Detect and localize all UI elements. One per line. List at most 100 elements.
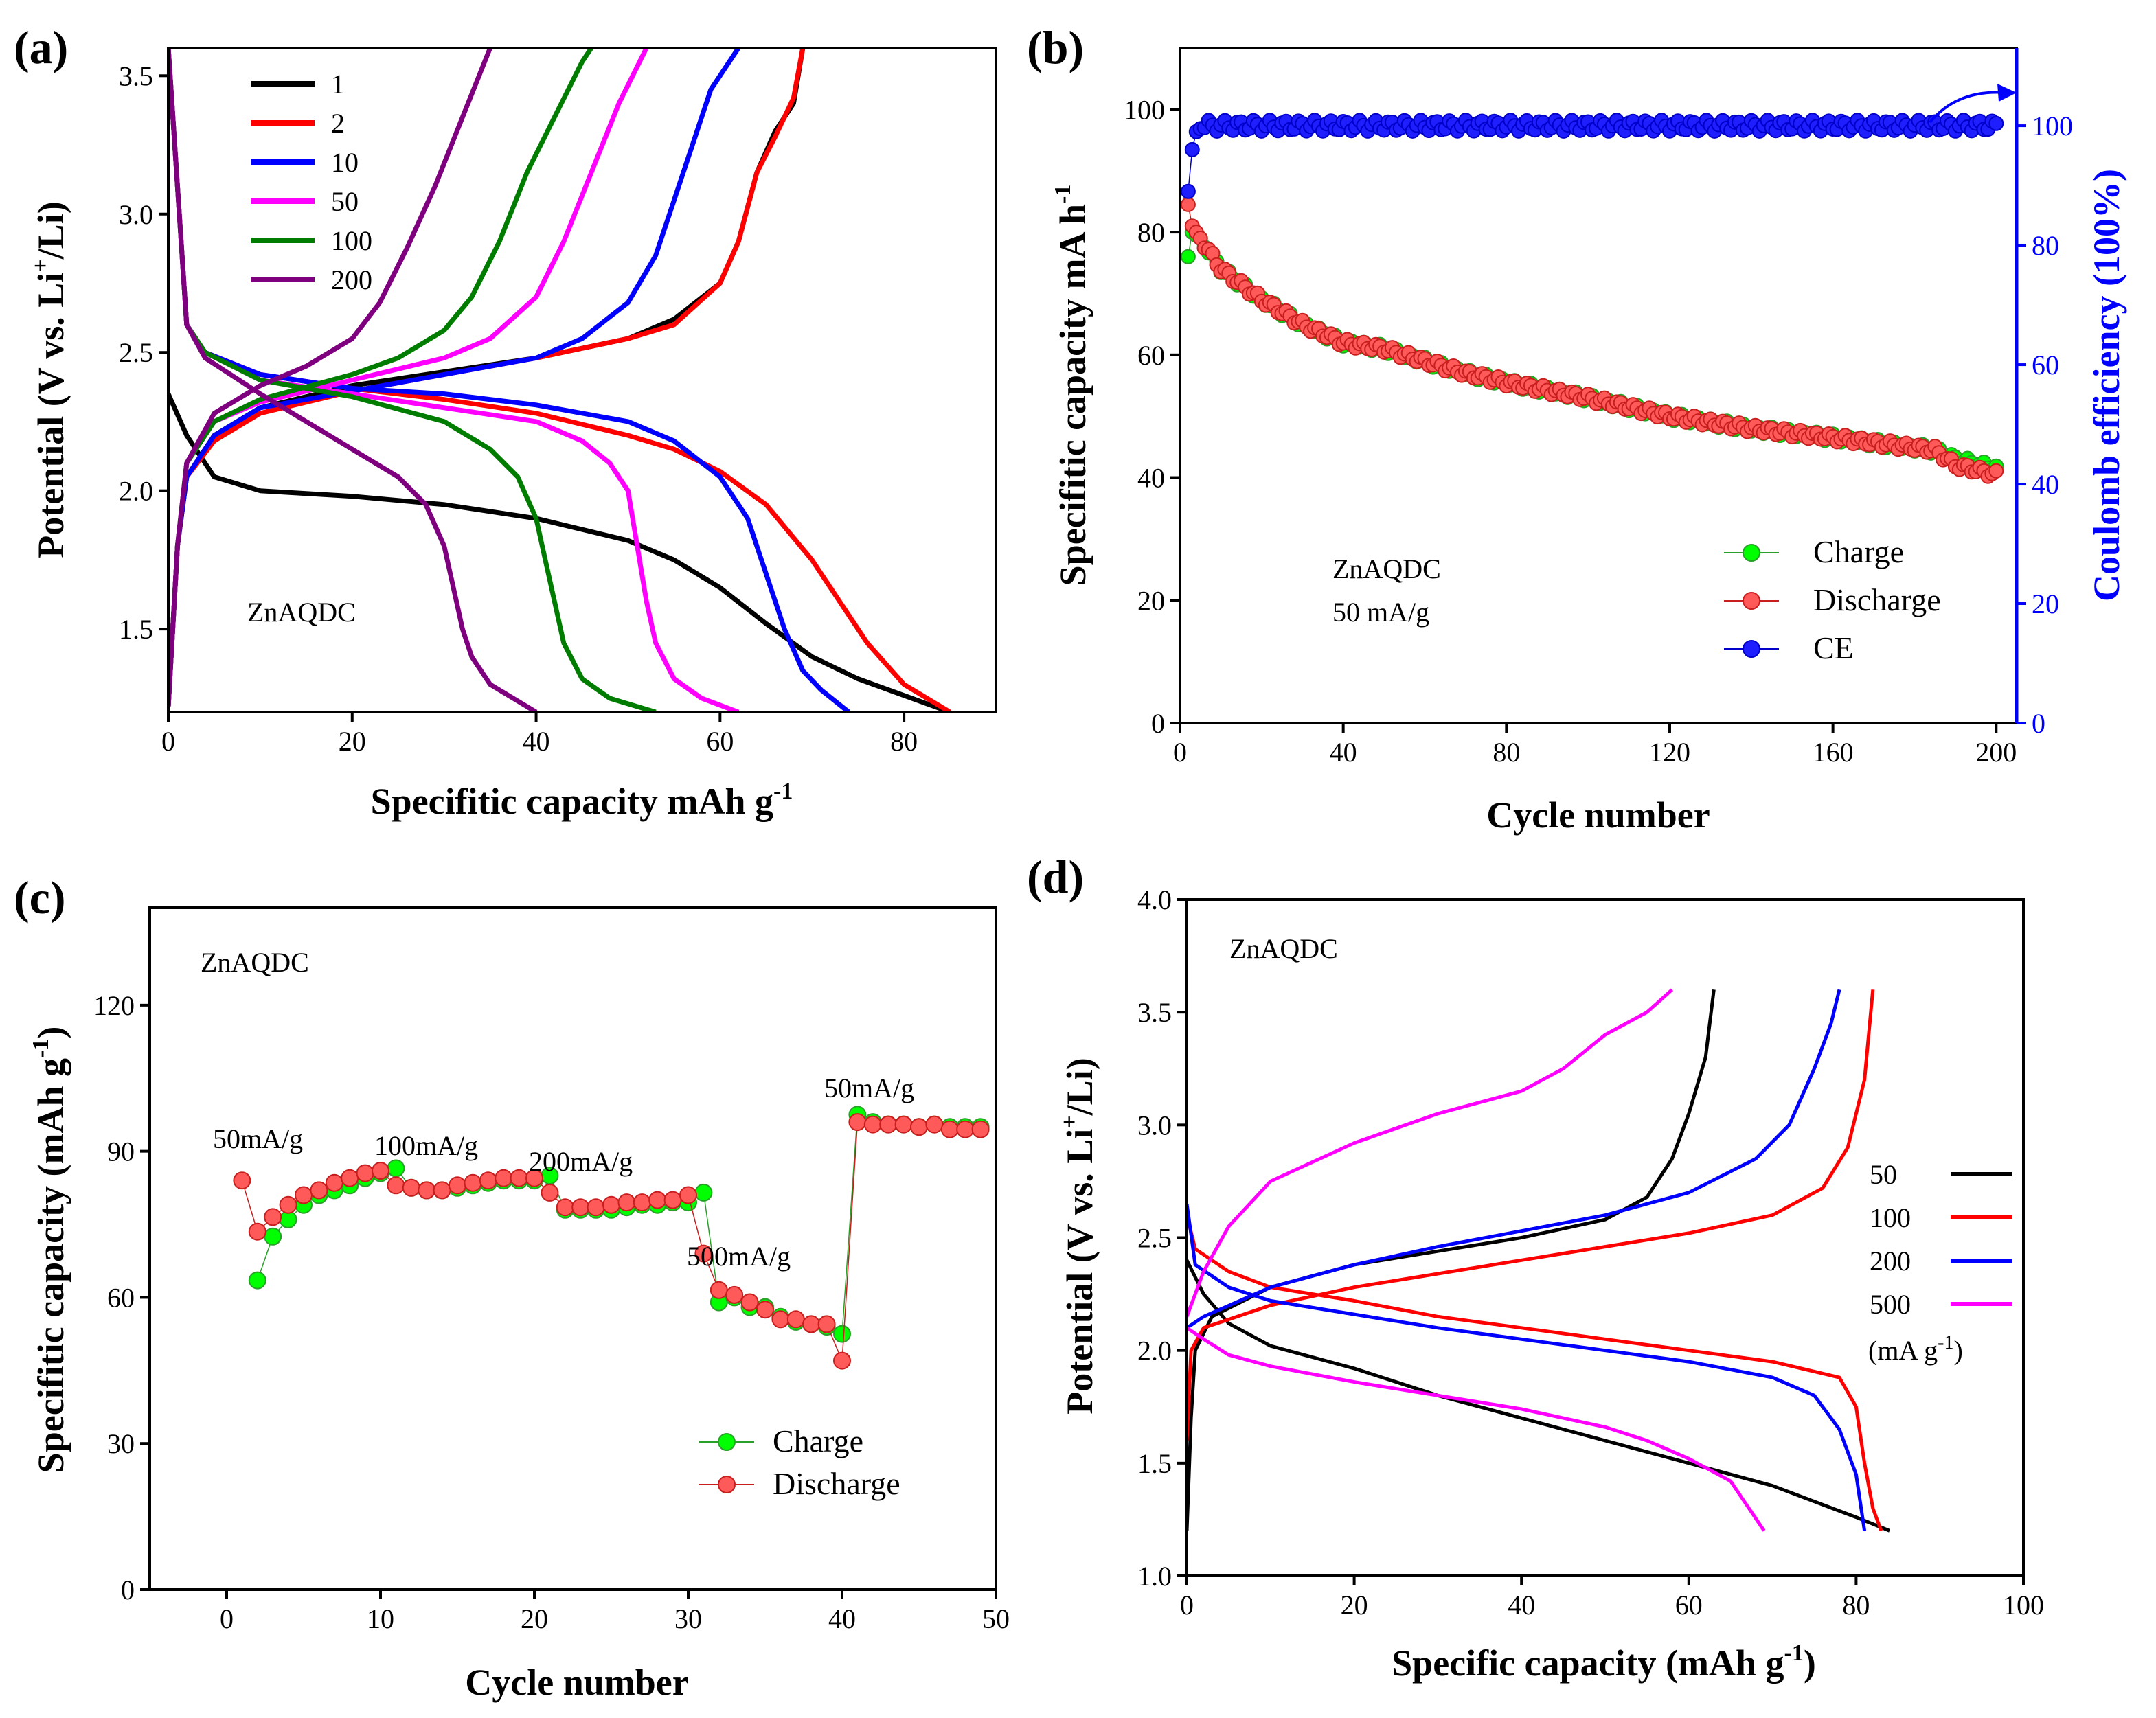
legend-marker-Charge — [718, 1433, 736, 1451]
marker-Charge — [694, 1183, 713, 1202]
panel-d-x-axis-label: Specific capacity (mAh g-1) — [1392, 1640, 1816, 1684]
marker-Discharge — [617, 1193, 636, 1212]
legend-label-200: 200 — [331, 264, 372, 295]
y-tick-label: 3.5 — [1137, 997, 1172, 1028]
panel-a: (a) 0 20 40 60 80 1.5 2.0 2.5 3.0 3.5 ZnAQDC 1 2 10… — [14, 21, 997, 822]
panel-b-legend: Charge Discharge CE — [1724, 534, 1941, 665]
panel-d-frame — [1185, 898, 2025, 1577]
y-tick-label: 3.0 — [1137, 1110, 1172, 1141]
y-tick-label: 30 — [107, 1428, 135, 1459]
legend-label-Discharge: Discharge — [1813, 582, 1941, 617]
x-tick-label: 20 — [339, 726, 366, 757]
curve-50-charge — [1187, 989, 1716, 1531]
marker-Discharge — [879, 1115, 898, 1134]
legend-label-200: 200 — [1870, 1246, 1911, 1276]
legend-label-50: 50 — [331, 186, 359, 217]
panel-a-frame — [167, 47, 997, 713]
marker-Discharge — [433, 1181, 451, 1200]
marker-Discharge — [233, 1171, 251, 1190]
panel-b-y2-axis-label: Coulomb efficiency (100%) — [2086, 169, 2127, 602]
x-tick-label: 200 — [1975, 737, 2017, 768]
panel-c-annotation: ZnAQDC — [201, 947, 309, 978]
y-tick-label: 0 — [121, 1574, 135, 1605]
x-tick-label: 50 — [982, 1603, 1010, 1634]
marker-Discharge — [341, 1169, 359, 1187]
marker-Discharge — [679, 1186, 697, 1204]
y-tick-label: 1.5 — [1137, 1448, 1172, 1479]
marker-Discharge — [510, 1169, 528, 1187]
marker-Discharge — [1988, 463, 2004, 479]
y-tick-label: 60 — [1137, 340, 1165, 371]
marker-Discharge — [479, 1171, 497, 1190]
marker-Discharge — [971, 1120, 990, 1138]
panel-c-legend: Charge Discharge — [699, 1423, 900, 1501]
rate-label: 200mA/g — [529, 1146, 633, 1177]
y-tick-label: 1.5 — [119, 614, 153, 645]
x-tick-label: 30 — [674, 1603, 702, 1634]
y-tick-label: 2.5 — [119, 337, 153, 368]
legend-label-Discharge: Discharge — [773, 1466, 900, 1501]
marker-Discharge — [556, 1198, 574, 1217]
y2-tick-label: 20 — [2032, 588, 2059, 619]
marker-Discharge — [940, 1120, 959, 1138]
marker-CE — [1184, 141, 1200, 157]
curve-100-discharge — [1187, 1215, 1883, 1532]
legend-marker-Discharge — [718, 1476, 736, 1493]
x-tick-label: 0 — [161, 726, 175, 757]
curve-500-discharge — [1187, 1326, 1766, 1532]
panel-d: (d) 0 20 40 60 80 100 1.0 1.5 2.0 2.5 3.0 3.5 4.0 Zn… — [1027, 851, 2044, 1684]
marker-Charge — [248, 1271, 266, 1290]
marker-Discharge — [372, 1162, 389, 1180]
x-tick-label: 80 — [890, 726, 918, 757]
rate-label: 50mA/g — [824, 1073, 914, 1103]
marker-Discharge — [802, 1315, 821, 1333]
panel-b-ce-arrowhead — [1997, 84, 2017, 102]
marker-Charge — [387, 1159, 405, 1178]
y-tick-label: 1.0 — [1137, 1561, 1172, 1592]
legend-label-2: 2 — [331, 108, 345, 139]
legend-marker-CE — [1743, 640, 1760, 658]
y-tick-label: 80 — [1137, 217, 1165, 248]
y-tick-label: 4.0 — [1137, 884, 1172, 915]
curve-10-discharge — [168, 48, 850, 712]
panel-a-y-axis-label: Potential (V vs. Li+/Li) — [28, 201, 71, 558]
marker-Discharge — [264, 1208, 282, 1226]
marker-Discharge — [710, 1281, 728, 1299]
marker-Discharge — [648, 1191, 667, 1209]
legend-marker-Charge — [1743, 544, 1760, 562]
legend-label-CE: CE — [1813, 630, 1854, 665]
panel-c-x-axis-label: Cycle number — [465, 1662, 688, 1703]
rate-label: 50mA/g — [213, 1123, 303, 1154]
legend-label-1: 1 — [331, 69, 345, 100]
x-tick-label: 20 — [1341, 1590, 1368, 1620]
x-tick-label: 60 — [706, 726, 734, 757]
marker-Discharge — [786, 1310, 805, 1329]
panel-c-y-axis-label: Specifitic capacity (mAh g-1) — [28, 1027, 71, 1474]
curve-10-charge — [168, 48, 741, 707]
y-tick-label: 120 — [93, 990, 135, 1021]
panel-b-y-axis-label: Specifitic capacity mA h-1 — [1050, 185, 1093, 586]
marker-Discharge — [387, 1176, 405, 1195]
y2-tick-label: 80 — [2032, 230, 2059, 261]
marker-Discharge — [740, 1293, 759, 1312]
marker-CE — [1988, 115, 2004, 131]
x-tick-label: 40 — [828, 1603, 856, 1634]
marker-Discharge — [418, 1181, 436, 1200]
marker-Discharge — [1180, 196, 1196, 212]
x-tick-label: 60 — [1675, 1590, 1703, 1620]
curve-200-discharge — [168, 48, 538, 712]
x-tick-label: 0 — [220, 1603, 234, 1634]
y-tick-label: 3.5 — [119, 60, 153, 91]
curve-100-charge — [1187, 989, 1875, 1441]
marker-Discharge — [925, 1115, 944, 1134]
x-tick-label: 40 — [1330, 737, 1357, 768]
x-tick-label: 80 — [1493, 737, 1520, 768]
panel-b-frame — [1179, 47, 2018, 724]
marker-Discharge — [402, 1178, 420, 1197]
y-tick-label: 20 — [1137, 585, 1165, 616]
panel-a-annotation: ZnAQDC — [247, 597, 356, 628]
marker-Discharge — [725, 1285, 744, 1304]
legend-label-Charge: Charge — [1813, 534, 1904, 569]
marker-Discharge — [833, 1351, 851, 1370]
